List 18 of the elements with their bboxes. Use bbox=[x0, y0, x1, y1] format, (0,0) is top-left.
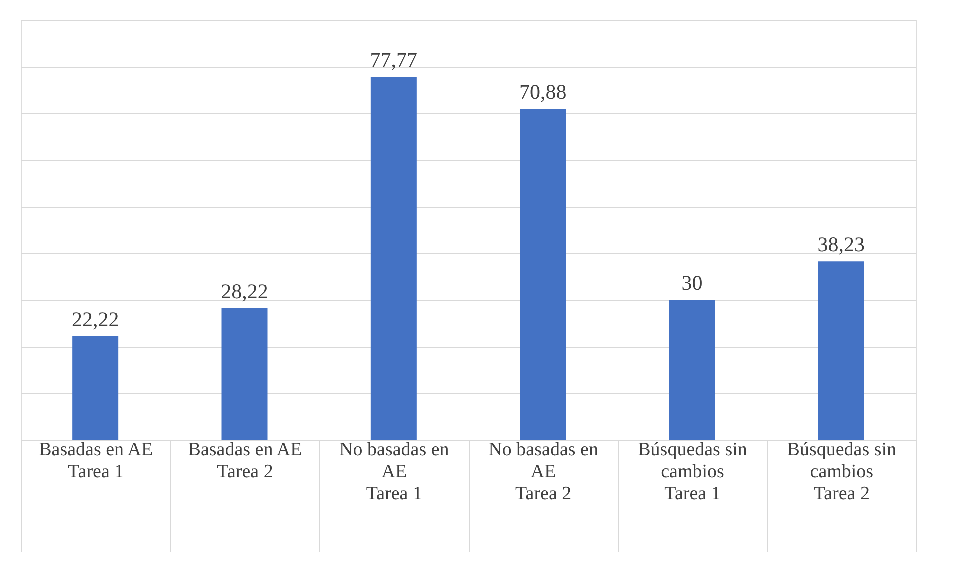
bar bbox=[520, 109, 566, 440]
x-tick-label: Búsquedas sin cambios Tarea 1 bbox=[638, 440, 748, 504]
bar bbox=[818, 262, 864, 440]
data-label: 77,77 bbox=[370, 48, 418, 72]
bar bbox=[669, 300, 716, 440]
data-label: 22,22 bbox=[72, 307, 120, 332]
x-tick-label: Basadas en AE Tarea 1 bbox=[39, 440, 154, 482]
data-label: 38,23 bbox=[818, 232, 866, 257]
data-label: 70,88 bbox=[519, 80, 567, 104]
bar bbox=[72, 336, 119, 440]
x-tick-label: No basadas en AE Tarea 1 bbox=[340, 440, 450, 504]
x-tick-label: No basadas en AE Tarea 2 bbox=[488, 440, 599, 504]
x-tick-label: Búsquedas sin cambios Tarea 2 bbox=[787, 440, 898, 504]
x-tick-label: Basadas en AE Tarea 2 bbox=[188, 440, 302, 482]
data-label: 30 bbox=[682, 271, 703, 295]
bar bbox=[370, 77, 417, 440]
data-label: 28,22 bbox=[221, 279, 268, 304]
bar bbox=[222, 308, 268, 440]
